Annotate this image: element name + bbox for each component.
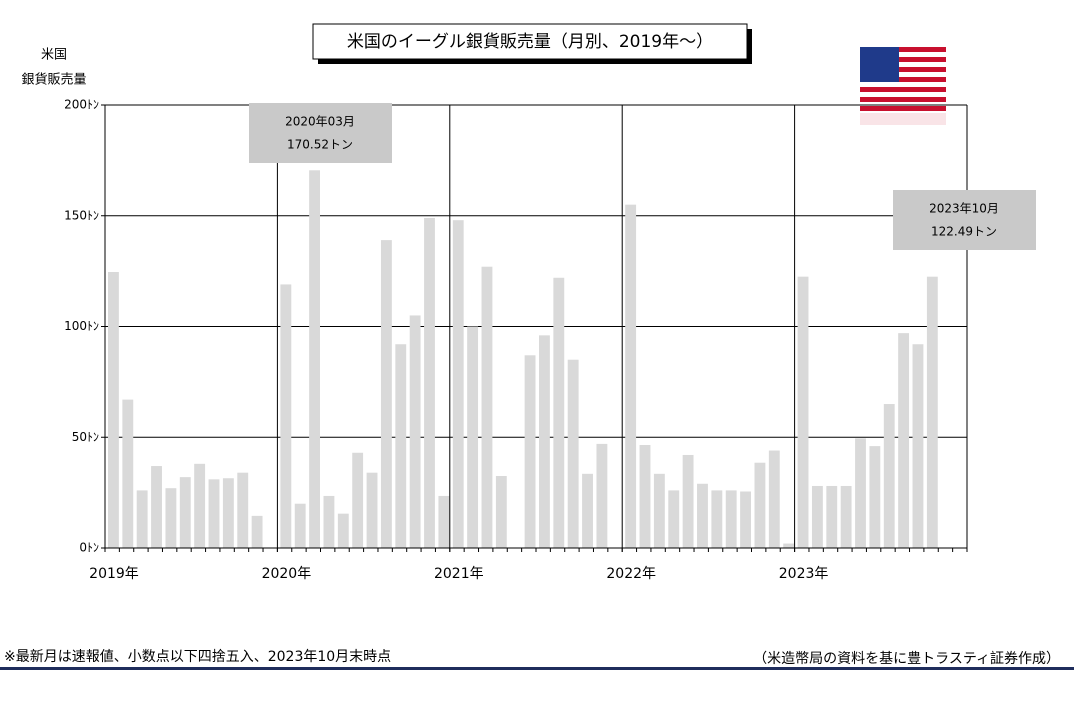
bar (337, 513, 349, 548)
bar (898, 333, 910, 548)
bar (352, 452, 364, 548)
title-box (312, 23, 748, 60)
annotation: 2023年10月 (929, 202, 999, 216)
footer-rule (0, 667, 1074, 670)
bar (194, 463, 206, 548)
bar (883, 404, 895, 548)
x-tick-label: 2023年 (779, 566, 829, 582)
source: （米造幣局の資料を基に豊トラスティ証券作成） (753, 650, 1060, 667)
us-flag (860, 47, 946, 125)
bar (108, 272, 119, 548)
bar (380, 240, 392, 549)
bar (553, 277, 565, 548)
bar (481, 266, 493, 548)
annotation-box (893, 190, 1036, 250)
bar (136, 490, 148, 548)
bar (467, 326, 479, 548)
x-tick-label: 2020年 (262, 566, 312, 582)
bar (625, 204, 637, 549)
bar (582, 473, 593, 548)
annotation: 170.52トン (287, 138, 353, 152)
footnote: ※最新月は速報値、小数点以下四捨五入、2023年10月末時点 (4, 648, 391, 665)
x-tick-label: 2022年 (606, 566, 656, 582)
bar (725, 490, 737, 548)
x-tick-label: 2019年 (89, 566, 139, 582)
bar (495, 476, 507, 548)
bar (740, 491, 751, 548)
bar (653, 473, 665, 548)
bar (855, 438, 866, 548)
bar (826, 485, 838, 548)
bar (926, 276, 938, 548)
y-axis-label: 銀貨販売量 (21, 72, 86, 88)
bar (797, 276, 809, 548)
bar (524, 355, 536, 548)
bar (151, 466, 162, 548)
annotation: 2020年03月 (285, 115, 355, 129)
bar (754, 462, 766, 548)
bar (697, 483, 708, 548)
bar (409, 315, 421, 548)
chart-title: 米国のイーグル銀貨販売量（月別、2019年～） (347, 32, 713, 52)
bar (208, 479, 220, 548)
y-tick-label: 150ﾄﾝ (64, 208, 99, 222)
bar (783, 543, 795, 548)
bar (323, 495, 335, 548)
bar (280, 284, 292, 548)
bar (366, 472, 378, 548)
y-tick-label: 0ﾄﾝ (79, 541, 99, 555)
y-axis-label: 米国 (41, 48, 67, 63)
bar (395, 344, 407, 548)
bar (438, 495, 450, 548)
bar (424, 217, 435, 548)
bar (222, 478, 234, 548)
bar (912, 344, 924, 548)
y-tick-label: 200ﾄﾝ (64, 98, 99, 112)
bar (251, 515, 263, 548)
bar (840, 485, 852, 548)
bar (668, 490, 680, 548)
bar (165, 488, 177, 548)
annotation: 122.49トン (931, 225, 997, 239)
bar (309, 170, 320, 548)
bar (682, 454, 694, 548)
bar (811, 485, 823, 548)
bar (711, 490, 723, 548)
bar (567, 359, 579, 548)
y-tick-label: 100ﾄﾝ (64, 319, 99, 333)
bar (294, 503, 306, 548)
annotation-box (249, 103, 392, 163)
bar (179, 477, 191, 548)
bar (596, 443, 608, 548)
x-tick-label: 2021年 (434, 566, 484, 582)
bar (452, 220, 464, 548)
bar (539, 335, 550, 548)
bar (122, 399, 134, 548)
y-tick-label: 50ﾄﾝ (72, 430, 99, 444)
bar (869, 446, 881, 548)
bar (639, 445, 651, 548)
bar (237, 472, 249, 548)
bar (768, 450, 780, 548)
